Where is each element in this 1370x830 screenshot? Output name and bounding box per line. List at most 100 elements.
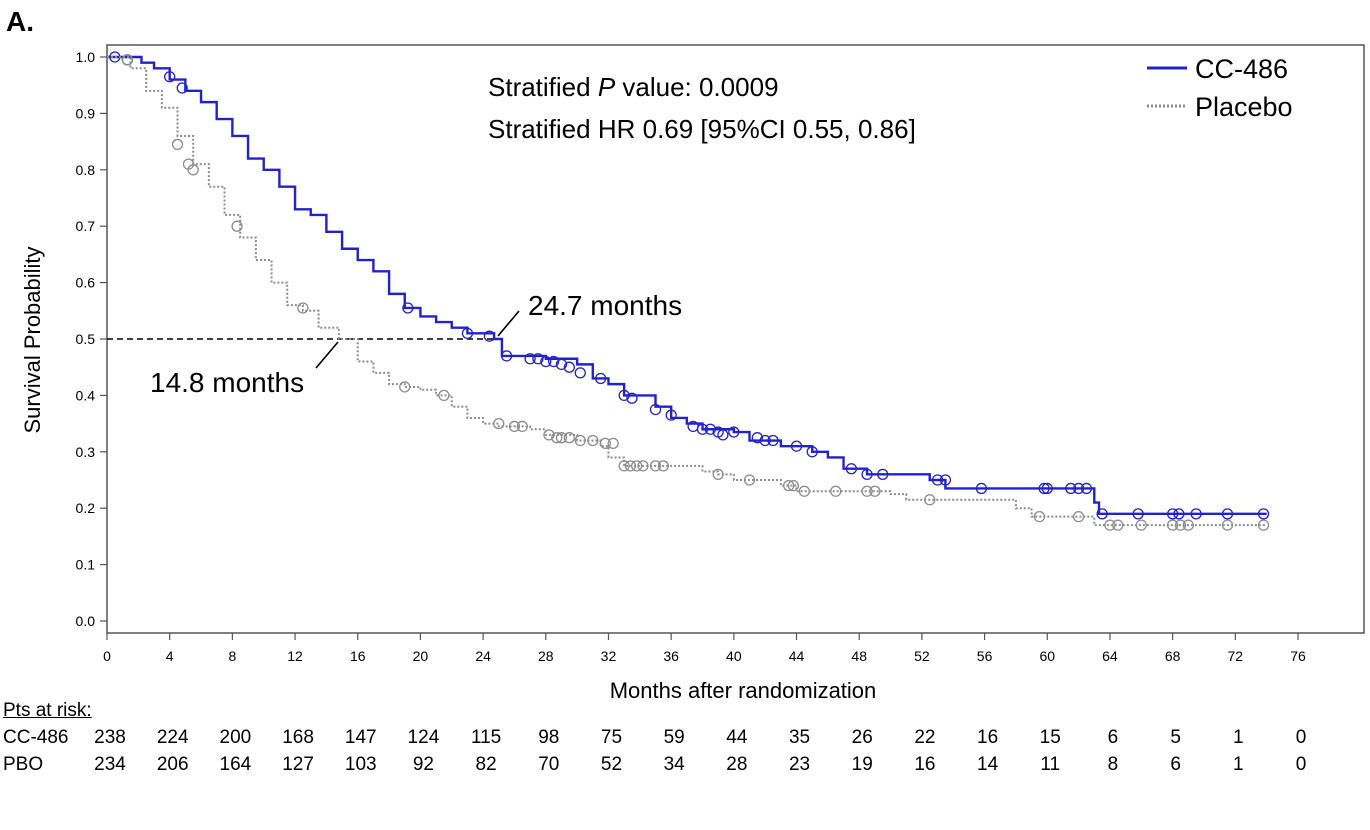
risk-count: 0 [1295, 754, 1307, 775]
censor-mark-placebo [1174, 519, 1187, 531]
risk-count: 238 [94, 727, 126, 748]
censor-mark-cc486 [759, 434, 771, 447]
censor-mark-cc486 [1166, 508, 1179, 520]
censor-mark-placebo [637, 460, 649, 472]
risk-count: 206 [156, 754, 189, 775]
censor-mark-placebo [551, 432, 563, 444]
median-cc486-pointer [497, 310, 520, 337]
censor-mark-cc486 [547, 355, 560, 368]
y-tick-label: 0.6 [76, 275, 96, 291]
median-cc486-label: 24.7 months [528, 290, 682, 321]
censor-mark-placebo [121, 54, 134, 66]
y-tick-label: 1.0 [76, 49, 96, 65]
p-value-italic: P [598, 72, 616, 102]
risk-count: 70 [538, 754, 560, 775]
censor-mark-cc486 [696, 423, 709, 435]
risk-count: 6 [1170, 754, 1181, 775]
median-placebo-label: 14.8 months [150, 367, 304, 398]
censor-mark-cc486 [555, 358, 568, 371]
censor-mark-cc486 [500, 350, 513, 362]
x-tick-label: 20 [413, 648, 429, 664]
x-tick-label: 68 [1165, 648, 1181, 664]
x-tick-label: 12 [287, 648, 303, 664]
censor-mark-placebo [1033, 511, 1046, 523]
censor-mark-cc486 [483, 330, 496, 342]
risk-count: 82 [475, 754, 497, 775]
risk-count: 26 [851, 727, 873, 748]
risk-table-title: Pts at risk: [3, 700, 92, 721]
censor-mark-placebo [187, 164, 199, 176]
risk-count: 0 [1295, 727, 1307, 748]
risk-count: 127 [282, 754, 314, 775]
censor-mark-placebo [649, 460, 662, 472]
censor-mark-cc486 [1190, 508, 1202, 520]
x-tick-label: 8 [228, 648, 236, 664]
x-tick-label: 60 [1039, 648, 1055, 664]
y-axis-label: Survival Probability [20, 246, 45, 433]
series-layer [107, 51, 1270, 531]
x-tick-label: 76 [1290, 648, 1306, 664]
censor-mark-placebo [1182, 519, 1194, 531]
y-tick-label: 0.1 [76, 557, 96, 573]
censor-mark-cc486 [1080, 482, 1093, 495]
x-tick-label: 4 [166, 648, 174, 664]
risk-count: 14 [977, 754, 999, 775]
censor-mark-cc486 [751, 432, 763, 444]
risk-count: 34 [663, 754, 685, 775]
censor-mark-placebo [743, 474, 756, 486]
censor-mark-placebo [607, 437, 619, 449]
risk-row-cc486: CC-486 238 224 200 168 147 124 115 98 75 59 44 35 26… [0, 727, 1370, 751]
censor-mark-placebo [657, 460, 669, 472]
risk-count: 98 [538, 727, 560, 748]
censor-mark-cc486 [1132, 508, 1144, 520]
risk-count: 15 [1039, 727, 1061, 748]
censor-mark-cc486 [402, 302, 414, 314]
x-tick-label: 72 [1228, 648, 1244, 664]
censor-mark-placebo [624, 460, 637, 472]
censor-mark-placebo [1135, 519, 1147, 531]
censor-mark-cc486 [563, 361, 575, 373]
risk-count: 59 [663, 727, 685, 748]
hazard-ratio-annotation: Stratified HR 0.69 [95%CI 0.55, 0.86] [488, 114, 916, 144]
risk-count: 200 [219, 727, 252, 748]
risk-count: 124 [407, 727, 440, 748]
censor-mark-cc486 [728, 426, 740, 438]
censor-mark-cc486 [939, 474, 952, 486]
risk-count: 75 [600, 727, 623, 748]
x-tick-label: 28 [538, 648, 554, 664]
censor-mark-cc486 [618, 389, 630, 402]
risk-count: 8 [1107, 754, 1119, 775]
risk-count: 35 [788, 727, 811, 748]
risk-count: 28 [726, 754, 748, 775]
legend-placebo-label: Placebo [1195, 92, 1293, 122]
censor-mark-placebo [297, 302, 309, 314]
censor-mark-cc486 [532, 353, 544, 365]
censor-mark-placebo [1166, 519, 1179, 531]
y-tick-label: 0.8 [76, 162, 96, 178]
censor-mark-placebo [563, 432, 575, 444]
x-tick-label: 16 [350, 648, 366, 664]
censor-mark-cc486 [767, 434, 779, 447]
censor-mark-placebo [231, 220, 243, 232]
censor-mark-placebo [555, 432, 568, 444]
median-placebo-pointer [315, 341, 339, 369]
risk-count: 168 [282, 727, 314, 748]
censor-mark-placebo [438, 389, 450, 402]
risk-row-label: PBO [3, 754, 44, 775]
risk-row-pbo: PBO 234 206 164 127 103 92 82 70 52 34 28 23 19 16 14 1… [0, 754, 1370, 778]
censor-mark-cc486 [704, 423, 716, 435]
risk-count: 16 [914, 754, 936, 775]
x-tick-label: 56 [977, 648, 993, 664]
risk-row-label: CC-486 [3, 727, 69, 748]
censor-mark-cc486 [1065, 482, 1077, 495]
censor-mark-placebo [171, 138, 184, 151]
risk-count: 19 [851, 754, 873, 775]
risk-count: 5 [1170, 727, 1181, 748]
risk-count: 11 [1040, 754, 1061, 775]
censor-mark-cc486 [1072, 482, 1085, 495]
risk-count: 164 [219, 754, 252, 775]
risk-count: 6 [1107, 727, 1119, 748]
censor-mark-cc486 [717, 429, 729, 441]
p-value-annotation: Stratified P value: 0.0009 [488, 72, 779, 102]
censor-mark-cc486 [626, 392, 638, 404]
